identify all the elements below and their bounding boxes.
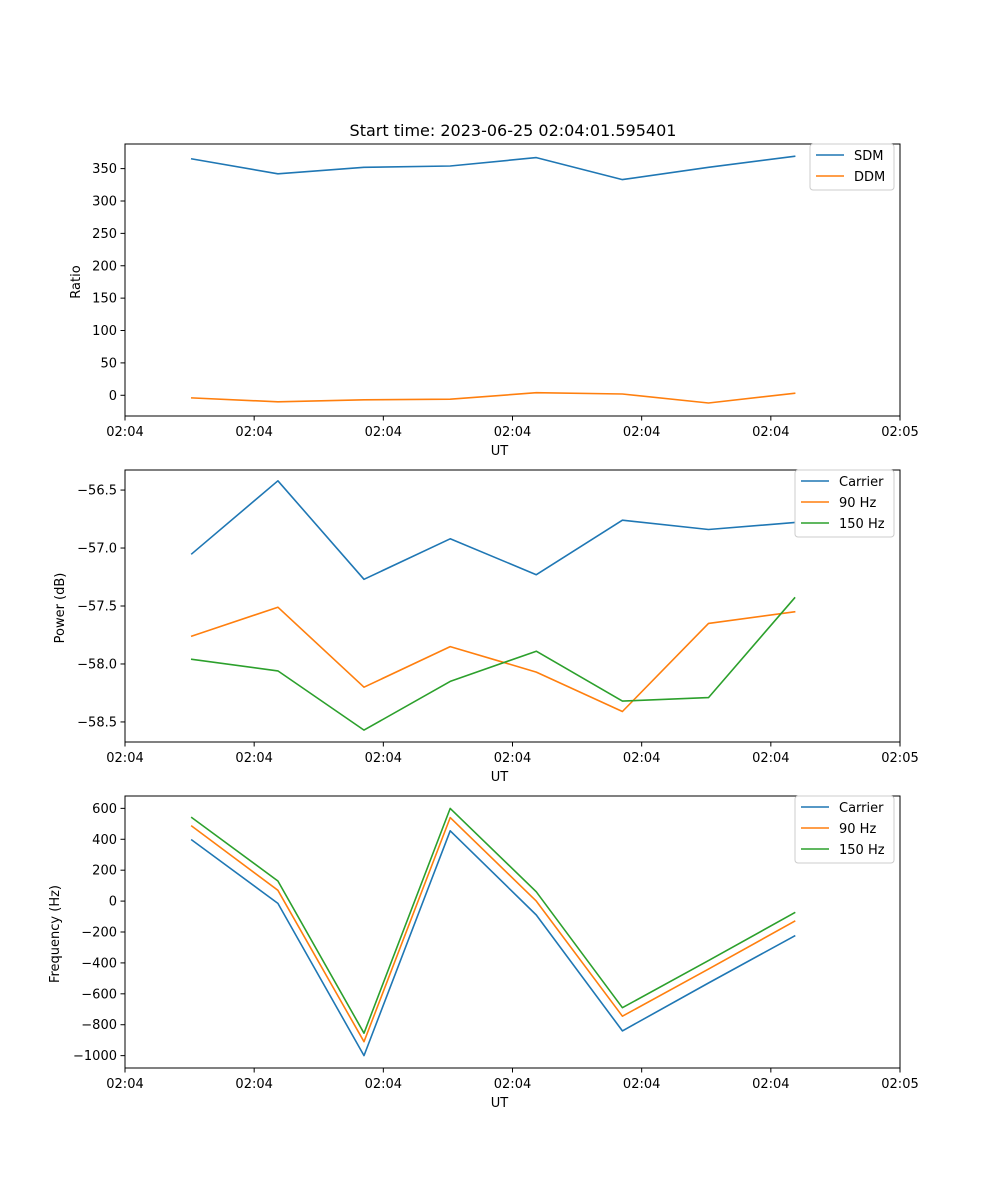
x-axis-label: UT xyxy=(491,444,509,459)
y-tick-label: 350 xyxy=(92,162,117,177)
x-tick-label: 02:04 xyxy=(106,425,143,440)
plot-frame xyxy=(124,143,901,417)
x-tick-label: 02:04 xyxy=(494,425,531,440)
plot-frame xyxy=(124,469,901,743)
y-axis-label: Frequency (Hz) xyxy=(48,885,63,983)
plot-frame xyxy=(124,795,901,1069)
figure-title: Start time: 2023-06-25 02:04:01.595401 xyxy=(350,121,677,140)
x-tick-label: 02:04 xyxy=(752,1077,789,1092)
series-line-90-hz xyxy=(190,606,796,713)
legend-label-carrier: Carrier xyxy=(839,801,884,816)
y-tick-label: 300 xyxy=(92,194,117,209)
x-axis-label: UT xyxy=(491,770,509,785)
y-axis-label: Ratio xyxy=(69,265,84,298)
legend-label-sdm: SDM xyxy=(854,149,883,164)
subplot-frequency: 02:04 02:04 02:04 02:04 02:04 02:04 02:05 −1000… xyxy=(48,795,919,1111)
legend-box xyxy=(794,795,895,864)
series-line-90-hz xyxy=(190,816,796,1043)
y-tick-label: 0 xyxy=(109,895,117,910)
y-tick-label: −800 xyxy=(81,1018,117,1033)
series-line-carrier xyxy=(190,829,796,1057)
series-line-ddm xyxy=(190,391,796,404)
y-tick-label: 600 xyxy=(92,802,117,817)
legend-label-90-hz: 90 Hz xyxy=(839,822,876,837)
legend-box xyxy=(794,469,895,538)
x-tick-label: 02:04 xyxy=(494,751,531,766)
x-axis-label: UT xyxy=(491,1096,509,1111)
y-axis-label: Power (dB) xyxy=(53,573,68,644)
x-tick-label: 02:04 xyxy=(365,1077,402,1092)
x-tick-label: 02:04 xyxy=(235,425,272,440)
x-tick-label: 02:04 xyxy=(752,751,789,766)
y-tick-label: 0 xyxy=(109,389,117,404)
x-tick-label: 02:04 xyxy=(365,425,402,440)
legend-label-ddm: DDM xyxy=(854,170,885,185)
x-tick-label: 02:04 xyxy=(106,1077,143,1092)
x-tick-label: 02:04 xyxy=(365,751,402,766)
x-tick-label: 02:04 xyxy=(623,751,660,766)
legend-label-carrier: Carrier xyxy=(839,475,884,490)
x-tick-label: 02:04 xyxy=(623,425,660,440)
y-tick-label: −58.0 xyxy=(77,657,117,672)
legend-label-150-hz: 150 Hz xyxy=(839,517,885,532)
y-tick-label: 400 xyxy=(92,833,117,848)
legend-label-150-hz: 150 Hz xyxy=(839,843,885,858)
legend-label-90-hz: 90 Hz xyxy=(839,496,876,511)
x-tick-label: 02:04 xyxy=(623,1077,660,1092)
y-tick-label: −57.0 xyxy=(77,542,117,557)
x-tick-label: 02:04 xyxy=(235,1077,272,1092)
y-tick-label: −1000 xyxy=(73,1049,117,1064)
y-tick-label: 100 xyxy=(92,324,117,339)
series-line-150-hz xyxy=(190,596,796,731)
y-tick-label: 250 xyxy=(92,227,117,242)
y-tick-label: −57.5 xyxy=(77,600,117,615)
y-tick-label: 200 xyxy=(92,864,117,879)
y-tick-label: 200 xyxy=(92,259,117,274)
subplot-power: 02:04 02:04 02:04 02:04 02:04 02:04 02:05 −58.5… xyxy=(53,469,919,785)
series-line-150-hz xyxy=(190,807,796,1034)
x-tick-label: 02:04 xyxy=(106,751,143,766)
y-tick-label: −200 xyxy=(81,926,117,941)
x-tick-label: 02:05 xyxy=(881,425,918,440)
x-tick-label: 02:05 xyxy=(881,1077,918,1092)
x-tick-label: 02:05 xyxy=(881,751,918,766)
x-tick-label: 02:04 xyxy=(752,425,789,440)
y-tick-label: 150 xyxy=(92,292,117,307)
series-line-sdm xyxy=(190,155,796,181)
y-tick-label: 50 xyxy=(100,356,117,371)
y-tick-label: −58.5 xyxy=(77,715,117,730)
x-tick-label: 02:04 xyxy=(494,1077,531,1092)
series-line-carrier xyxy=(190,479,796,581)
y-tick-label: −600 xyxy=(81,987,117,1002)
subplot-ratio: 02:04 02:04 02:04 02:04 02:04 02:04 02:05 0 50 10… xyxy=(69,143,919,459)
x-tick-label: 02:04 xyxy=(235,751,272,766)
y-tick-label: −56.5 xyxy=(77,484,117,499)
y-tick-label: −400 xyxy=(81,956,117,971)
